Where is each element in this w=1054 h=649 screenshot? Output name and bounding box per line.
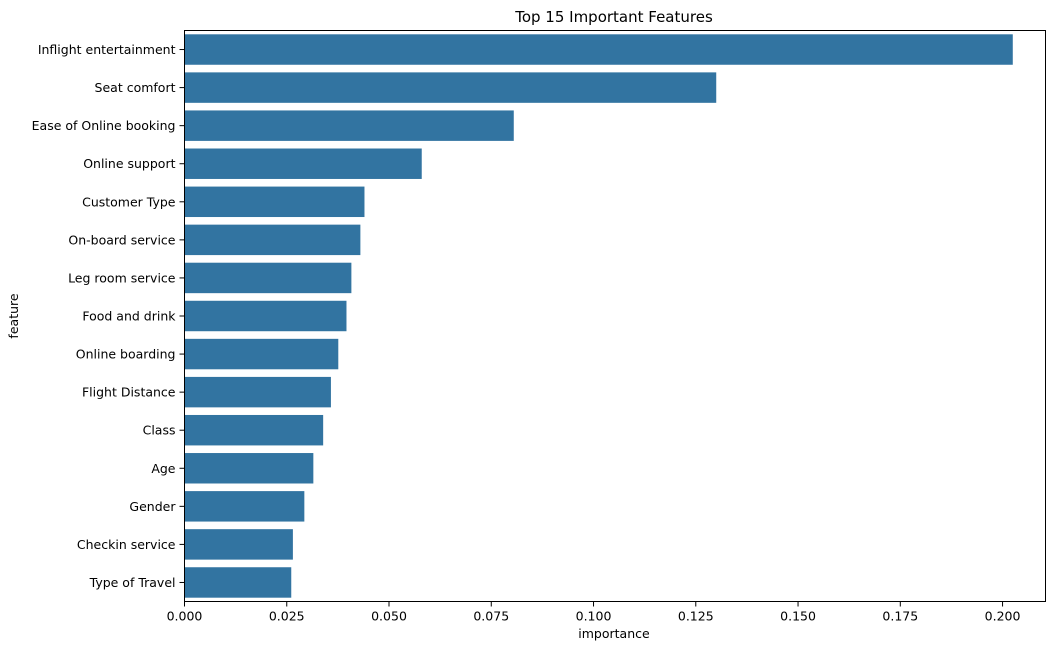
- y-tick-label: Flight Distance: [82, 385, 176, 400]
- x-tick-label: 0.100: [576, 609, 612, 624]
- x-tick-label: 0.025: [269, 609, 305, 624]
- bar-14: [184, 567, 292, 598]
- y-tick-label: Checkin service: [77, 537, 176, 552]
- bar-13: [184, 529, 293, 560]
- x-tick-label: 0.125: [678, 609, 714, 624]
- bar-5: [184, 224, 361, 256]
- y-tick-label: Leg room service: [68, 270, 176, 285]
- x-tick-label: 0.000: [167, 609, 203, 624]
- y-tick-label: Online boarding: [76, 347, 176, 362]
- bar-4: [184, 186, 365, 218]
- y-tick-label: Food and drink: [82, 309, 176, 324]
- x-tick-label: 0.150: [780, 609, 816, 624]
- y-tick-label: Age: [151, 461, 175, 476]
- plot-frame: [184, 30, 1046, 602]
- chart-title: Top 15 Important Features: [514, 8, 713, 26]
- bar-2: [184, 110, 514, 141]
- y-axis-ticks: Inflight entertainment Seat comfort Ease o…: [32, 42, 185, 590]
- y-tick-label: Customer Type: [82, 194, 176, 209]
- bar-8: [184, 338, 339, 370]
- bar-12: [184, 491, 305, 522]
- bar-11: [184, 453, 314, 484]
- y-tick-label: Ease of Online booking: [32, 118, 176, 133]
- y-axis-label: feature: [6, 293, 21, 338]
- bar-6: [184, 262, 352, 294]
- y-tick-label: Online support: [83, 156, 175, 171]
- y-tick-label: Class: [143, 423, 176, 438]
- y-tick-label: Gender: [129, 499, 176, 514]
- bar-10: [184, 414, 324, 446]
- bar-9: [184, 376, 331, 408]
- y-tick-label: Inflight entertainment: [38, 42, 176, 57]
- y-tick-label: Seat comfort: [95, 80, 176, 95]
- bar-3: [184, 148, 422, 179]
- bars-group: [184, 34, 1013, 598]
- x-axis-label: importance: [578, 626, 650, 641]
- x-tick-label: 0.075: [473, 609, 509, 624]
- x-tick-label: 0.175: [882, 609, 918, 624]
- bar-7: [184, 300, 347, 332]
- x-tick-label: 0.200: [985, 609, 1021, 624]
- y-tick-label: Type of Travel: [89, 575, 176, 590]
- bar-0: [184, 34, 1013, 65]
- x-axis-ticks: 0.000 0.025 0.050 0.075 0.100 0.125 0.150 0.175…: [167, 601, 1021, 624]
- x-tick-label: 0.050: [371, 609, 407, 624]
- bar-1: [184, 72, 717, 103]
- y-tick-label: On-board service: [68, 232, 175, 247]
